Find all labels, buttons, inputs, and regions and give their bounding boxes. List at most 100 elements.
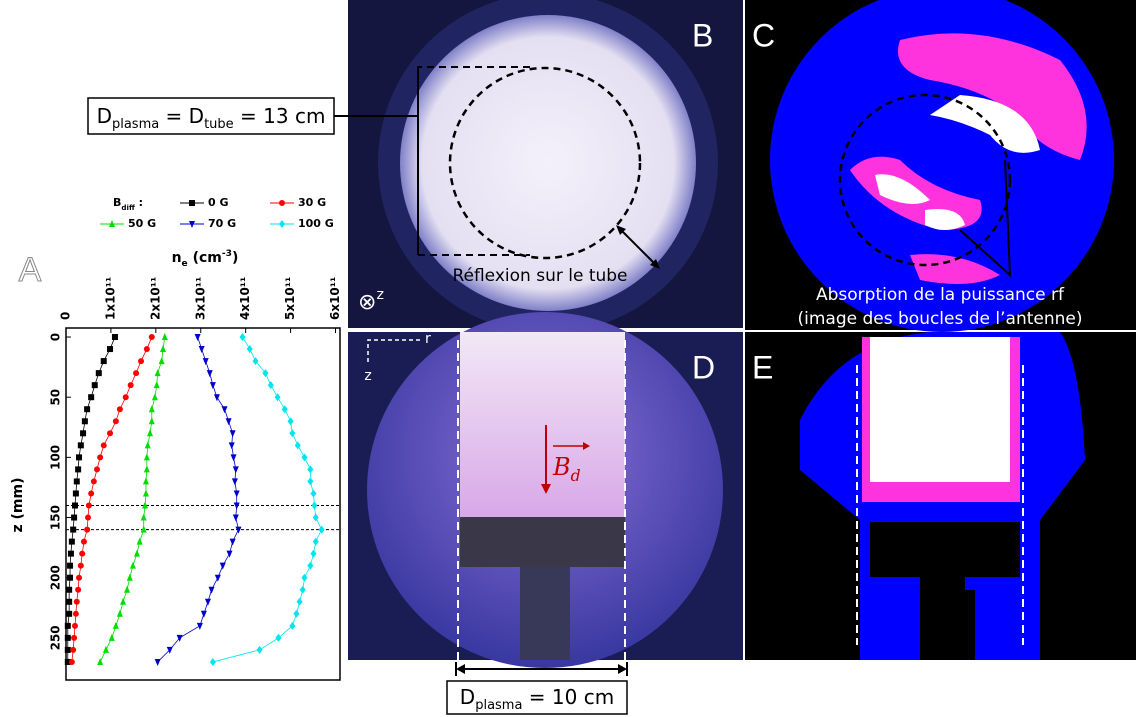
marker bbox=[71, 514, 78, 521]
marker bbox=[262, 369, 269, 378]
marker bbox=[107, 430, 114, 437]
legend-marker bbox=[279, 200, 285, 206]
marker bbox=[70, 526, 77, 533]
marker bbox=[84, 526, 91, 533]
y-tick-label: 150 bbox=[49, 505, 63, 530]
marker bbox=[70, 646, 77, 653]
marker bbox=[64, 634, 71, 641]
marker bbox=[166, 646, 173, 654]
panel-label: C bbox=[752, 17, 775, 53]
marker bbox=[126, 573, 133, 581]
marker bbox=[88, 394, 95, 401]
marker bbox=[310, 549, 317, 558]
marker bbox=[294, 441, 301, 450]
marker bbox=[79, 550, 86, 557]
panel-b: Réflexion sur le tube ⊗z B bbox=[348, 0, 743, 333]
marker bbox=[64, 646, 71, 653]
marker bbox=[122, 394, 129, 401]
marker bbox=[93, 466, 100, 473]
marker bbox=[202, 358, 209, 366]
marker bbox=[72, 610, 79, 617]
marker bbox=[229, 430, 236, 438]
marker bbox=[136, 537, 143, 545]
marker bbox=[252, 357, 259, 366]
marker bbox=[72, 490, 79, 497]
marker bbox=[116, 609, 123, 617]
marker bbox=[77, 442, 84, 449]
marker bbox=[120, 597, 127, 605]
marker bbox=[148, 334, 155, 341]
marker bbox=[80, 430, 87, 437]
marker bbox=[67, 562, 74, 569]
marker bbox=[112, 621, 119, 629]
caption: Absorption de la puissance rf bbox=[816, 285, 1065, 305]
marker bbox=[143, 465, 150, 473]
marker bbox=[310, 489, 317, 498]
marker bbox=[153, 381, 160, 389]
marker bbox=[239, 333, 246, 342]
marker bbox=[214, 574, 221, 582]
marker bbox=[142, 501, 149, 509]
marker bbox=[143, 346, 150, 353]
series-line bbox=[157, 336, 239, 663]
marker bbox=[116, 406, 123, 413]
y-axis-title: z (mm) bbox=[10, 478, 26, 533]
panel-c: Absorption de la puissance rf (image des… bbox=[745, 0, 1136, 332]
marker bbox=[76, 454, 83, 461]
marker bbox=[161, 333, 168, 341]
y-tick-label: 250 bbox=[49, 625, 63, 650]
marker bbox=[140, 525, 147, 533]
marker bbox=[142, 477, 149, 485]
panel-label: D bbox=[692, 349, 715, 385]
marker bbox=[100, 442, 107, 449]
marker bbox=[111, 334, 118, 341]
marker bbox=[100, 358, 107, 365]
marker bbox=[233, 502, 240, 510]
plot-frame bbox=[65, 327, 341, 681]
marker bbox=[194, 334, 201, 342]
marker bbox=[176, 634, 183, 642]
annotation: Réflexion sur le tube bbox=[452, 266, 627, 286]
marker bbox=[299, 585, 306, 594]
marker bbox=[85, 502, 92, 509]
marker bbox=[301, 573, 308, 582]
marker bbox=[196, 622, 203, 630]
marker bbox=[146, 429, 153, 437]
marker bbox=[198, 346, 205, 354]
marker bbox=[235, 526, 242, 534]
marker bbox=[97, 454, 104, 461]
marker bbox=[312, 513, 319, 522]
legend-label: 70 G bbox=[208, 217, 236, 230]
marker bbox=[112, 418, 119, 425]
marker bbox=[84, 406, 91, 413]
marker bbox=[95, 370, 102, 377]
panel-label: A bbox=[19, 251, 42, 289]
marker bbox=[281, 405, 288, 414]
marker bbox=[108, 633, 115, 641]
marker bbox=[226, 550, 233, 558]
marker bbox=[75, 586, 82, 593]
marker bbox=[228, 442, 235, 450]
marker bbox=[75, 466, 82, 473]
marker bbox=[287, 417, 294, 426]
marker bbox=[66, 586, 73, 593]
marker bbox=[64, 622, 71, 629]
marker bbox=[200, 610, 207, 618]
marker bbox=[76, 574, 83, 581]
x-tick-label: 5x10¹¹ bbox=[283, 277, 297, 320]
marker bbox=[206, 370, 213, 378]
panel-label: E bbox=[752, 349, 773, 385]
legend-marker bbox=[189, 200, 195, 206]
marker bbox=[233, 490, 240, 498]
marker bbox=[219, 562, 226, 570]
marker bbox=[289, 429, 296, 438]
x-tick-label: 6x10¹¹ bbox=[328, 277, 342, 320]
marker bbox=[71, 502, 78, 509]
marker bbox=[229, 538, 236, 546]
marker bbox=[221, 406, 228, 414]
panel-e: E bbox=[745, 332, 1136, 660]
marker bbox=[133, 549, 140, 557]
marker bbox=[289, 621, 296, 630]
legend-label: 0 G bbox=[208, 196, 229, 209]
